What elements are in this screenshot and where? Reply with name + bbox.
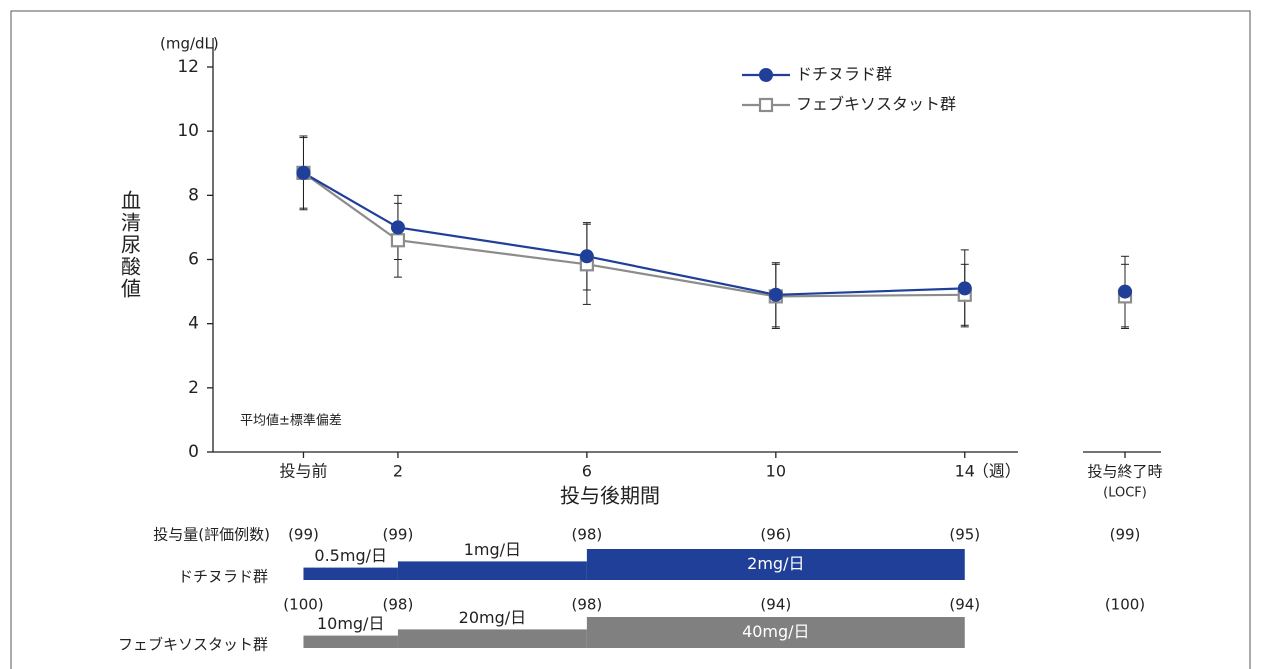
marker (296, 165, 311, 180)
dose-label: 0.5mg/日 (314, 546, 387, 565)
y-tick-label: 2 (188, 378, 199, 398)
legend-label: ドチヌラド群 (796, 65, 892, 84)
legend-marker (758, 97, 774, 113)
count-label: (98) (571, 596, 602, 614)
dosing-header: 投与量(評価例数) (153, 526, 270, 544)
x-tick-label: 10 (766, 462, 786, 481)
y-tick-label: 6 (188, 250, 199, 270)
annotation: 平均値±標準偏差 (240, 413, 342, 429)
count-label: (99) (288, 526, 319, 544)
dose-bar (397, 561, 587, 580)
legend-marker (759, 68, 773, 82)
count-label: (98) (383, 596, 414, 614)
marker (579, 249, 594, 264)
dose-label: 40mg/日 (742, 622, 810, 641)
count-label: (94) (760, 596, 791, 614)
group-label: ドチヌラド群 (178, 568, 268, 586)
y-tick-label: 12 (177, 57, 199, 77)
count-label: (98) (571, 526, 602, 544)
dose-bar (586, 549, 965, 580)
y-tick-label: 4 (188, 314, 199, 334)
y-tick-label: 0 (188, 442, 199, 462)
count-label: (95) (949, 526, 980, 544)
end-label: 投与終了時 (1087, 463, 1162, 481)
frame (10, 10, 1251, 669)
marker (768, 287, 783, 302)
x-tick-label: 14 (955, 462, 975, 481)
count-label: (94) (949, 596, 980, 614)
group-label: フェブキソスタット群 (118, 636, 268, 654)
x-unit: （週） (973, 462, 1021, 481)
count-label: (99) (383, 526, 414, 544)
y-axis-label: 血清尿酸値 (118, 190, 142, 300)
count-label: (96) (760, 526, 791, 544)
dose-bar (303, 567, 398, 580)
dose-label: 10mg/日 (317, 614, 385, 633)
marker (1118, 284, 1132, 299)
marker (390, 233, 406, 248)
y-unit: (mg/dL) (160, 35, 219, 53)
marker (390, 220, 405, 235)
x-tick-label: 投与前 (279, 462, 327, 481)
dose-label: 1mg/日 (464, 540, 521, 559)
dose-bar (586, 617, 965, 648)
count-label: (100) (283, 596, 323, 614)
x-tick-label: 6 (582, 462, 592, 481)
legend-label: フェブキソスタット群 (796, 95, 956, 114)
dose-bar (397, 629, 587, 648)
y-tick-label: 10 (177, 121, 199, 141)
count-label: (99) (1110, 526, 1141, 544)
dose-label: 20mg/日 (459, 608, 527, 627)
y-tick-label: 8 (188, 185, 199, 205)
dose-bar (303, 635, 398, 648)
end-sublabel: (LOCF) (1103, 486, 1147, 501)
x-axis-label: 投与後期間 (560, 484, 660, 508)
count-label: (100) (1105, 596, 1145, 614)
marker (957, 281, 972, 296)
dose-label: 2mg/日 (747, 554, 804, 573)
x-tick-label: 2 (393, 462, 403, 481)
